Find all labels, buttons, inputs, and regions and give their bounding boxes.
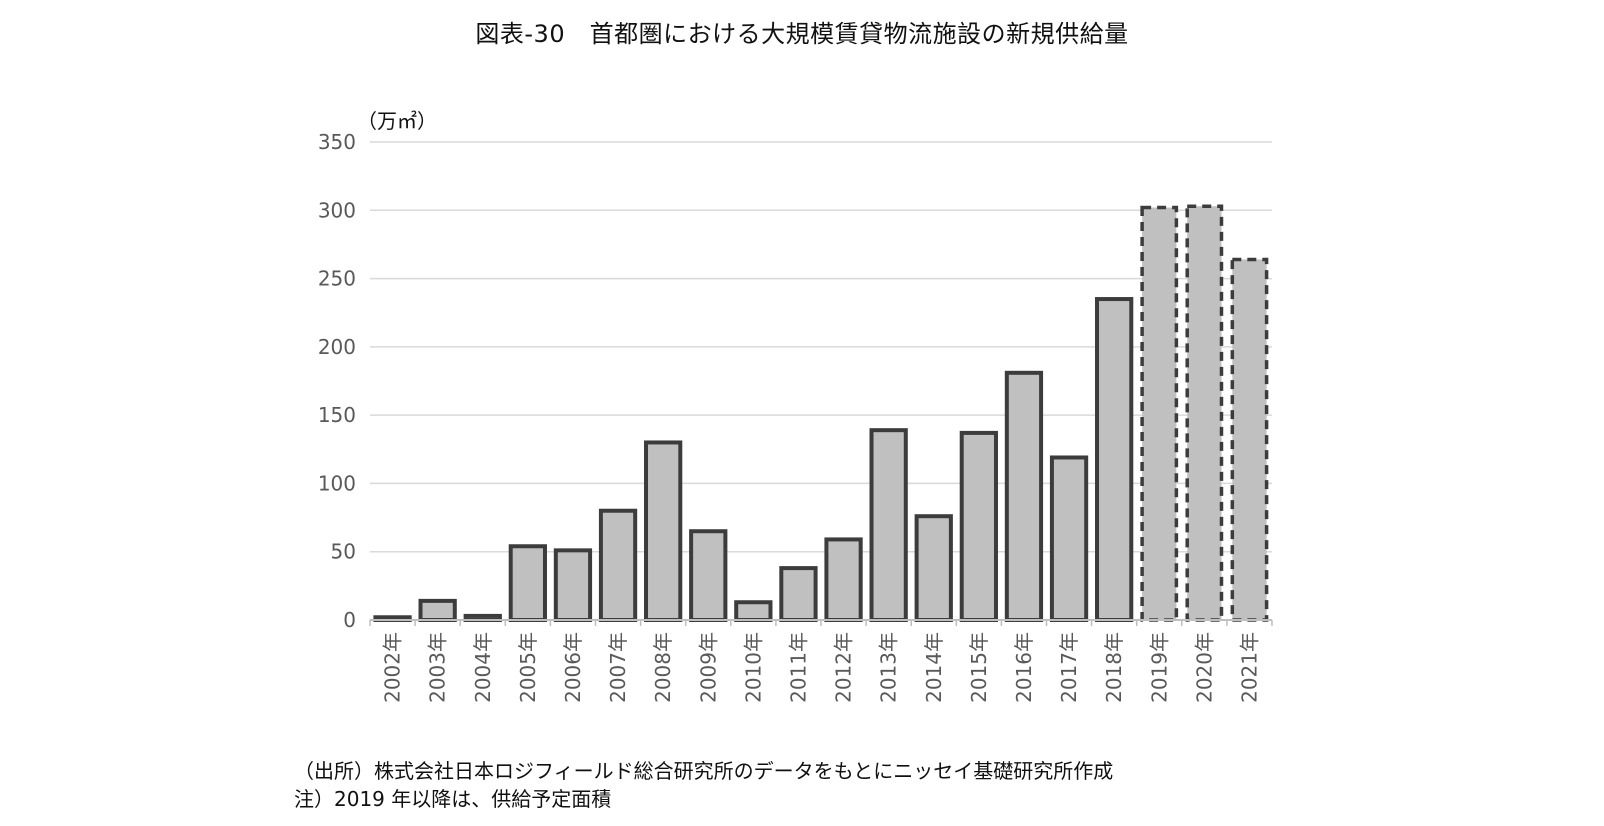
bar-2013 xyxy=(869,428,908,622)
note-text: 注）2019 年以降は、供給予定面積 xyxy=(294,787,612,811)
x-tick-label: 2010年 xyxy=(741,632,765,703)
chart-title: 図表-30 首都圏における大規模賃貸物流施設の新規供給量 xyxy=(475,20,1129,48)
x-tick-label: 2015年 xyxy=(967,632,991,703)
bar-2003 xyxy=(418,598,457,623)
x-tick-label: 2009年 xyxy=(696,632,720,703)
x-tick-label: 2003年 xyxy=(426,632,450,703)
source-text: （出所）株式会社日本ロジフィールド総合研究所のデータをもとにニッセイ基礎研究所作… xyxy=(294,759,1114,783)
x-tick-label: 2016年 xyxy=(1012,632,1036,703)
y-tick-label: 100 xyxy=(318,471,356,495)
bar-2016 xyxy=(1004,370,1044,623)
bar-2011 xyxy=(779,566,818,622)
y-unit-label: （万㎡） xyxy=(357,109,437,133)
bar-2010 xyxy=(734,600,773,623)
bar-2015 xyxy=(959,430,998,623)
bar-2008 xyxy=(644,440,683,623)
bar-2007 xyxy=(598,508,638,622)
bar-2005 xyxy=(508,544,547,622)
x-tick-label: 2013年 xyxy=(877,632,901,703)
x-tick-label: 2005年 xyxy=(516,632,540,703)
bar-forecast-2020 xyxy=(1185,204,1224,622)
y-tick-label: 200 xyxy=(318,335,356,359)
bar-forecast-2019 xyxy=(1140,205,1179,622)
x-tick-label: 2002年 xyxy=(381,632,405,703)
x-tick-label: 2011年 xyxy=(786,632,810,703)
y-tick-label: 0 xyxy=(343,608,356,632)
x-tick-label: 2018年 xyxy=(1102,632,1126,703)
bar-2006 xyxy=(553,548,593,622)
bar-2009 xyxy=(689,529,728,623)
axes xyxy=(369,619,1273,626)
source-note: （出所）株式会社日本ロジフィールド総合研究所のデータをもとにニッセイ基礎研究所作… xyxy=(294,757,1113,813)
bar-2012 xyxy=(824,537,863,622)
x-tick-label: 2020年 xyxy=(1192,632,1216,703)
x-tick-label: 2012年 xyxy=(832,632,856,703)
bar-2014 xyxy=(914,514,953,622)
x-tick-label: 2008年 xyxy=(651,632,675,703)
bars xyxy=(373,204,1269,623)
gridlines xyxy=(370,141,1272,553)
bar-2018 xyxy=(1095,297,1134,622)
x-tick-label: 2006年 xyxy=(561,632,585,703)
bar-forecast-2021 xyxy=(1230,257,1269,622)
tick-labels: 0 50 100 150 200 250 300 350 2002年 2003年 2004年 2005… xyxy=(318,130,1262,703)
x-tick-label: 2017年 xyxy=(1057,632,1081,703)
x-tick-label: 2021年 xyxy=(1237,632,1261,703)
x-tick-label: 2019年 xyxy=(1147,632,1171,703)
bar-2017 xyxy=(1049,455,1089,623)
x-tick-label: 2004年 xyxy=(471,632,495,703)
y-tick-label: 150 xyxy=(318,403,356,427)
y-tick-label: 350 xyxy=(318,130,356,154)
y-tick-label: 250 xyxy=(318,267,356,291)
x-tick-label: 2014年 xyxy=(922,632,946,703)
y-tick-label: 300 xyxy=(318,198,356,222)
x-tick-label: 2007年 xyxy=(606,632,630,703)
y-tick-label: 50 xyxy=(331,540,356,564)
